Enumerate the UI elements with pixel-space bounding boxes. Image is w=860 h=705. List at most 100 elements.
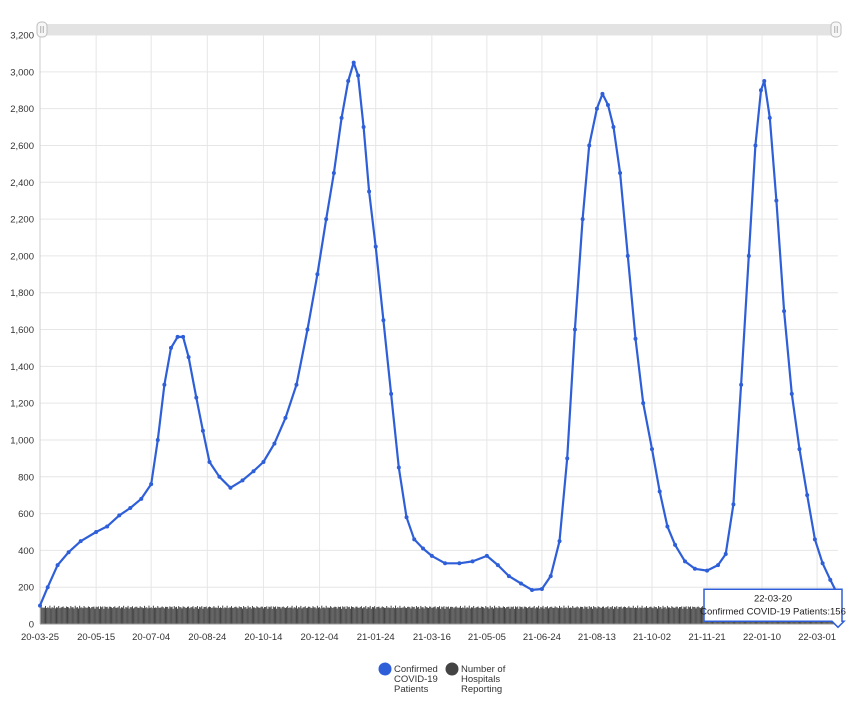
- range-scrollbar[interactable]: [36, 21, 842, 38]
- patients-point[interactable]: [673, 542, 678, 547]
- patients-point[interactable]: [217, 474, 222, 479]
- patients-point[interactable]: [657, 489, 662, 494]
- patients-point[interactable]: [812, 537, 817, 542]
- patients-point[interactable]: [228, 485, 233, 490]
- patients-point[interactable]: [705, 568, 710, 573]
- patients-point[interactable]: [641, 401, 646, 406]
- patients-point[interactable]: [457, 561, 462, 566]
- patients-point[interactable]: [443, 561, 448, 566]
- patients-point[interactable]: [557, 539, 562, 544]
- patients-point[interactable]: [45, 585, 50, 590]
- patients-point[interactable]: [587, 143, 592, 148]
- patients-point[interactable]: [117, 513, 122, 518]
- patients-point[interactable]: [346, 79, 351, 84]
- patients-point[interactable]: [565, 456, 570, 461]
- patients-point[interactable]: [361, 125, 366, 130]
- patients-point[interactable]: [797, 447, 802, 452]
- patients-point[interactable]: [294, 382, 299, 387]
- patients-point[interactable]: [600, 91, 605, 96]
- patients-point[interactable]: [339, 115, 344, 120]
- patients-point[interactable]: [820, 561, 825, 566]
- patients-point[interactable]: [484, 553, 489, 558]
- patients-point[interactable]: [731, 502, 736, 507]
- patients-point[interactable]: [594, 106, 599, 111]
- patients-point[interactable]: [762, 79, 767, 84]
- patients-point[interactable]: [580, 217, 585, 222]
- patients-point[interactable]: [495, 563, 500, 568]
- patients-point[interactable]: [261, 460, 266, 465]
- patients-point[interactable]: [539, 587, 544, 592]
- patients-point[interactable]: [649, 447, 654, 452]
- patients-point[interactable]: [181, 334, 186, 339]
- patients-point[interactable]: [519, 581, 524, 586]
- patients-point[interactable]: [272, 441, 277, 446]
- patients-point[interactable]: [618, 171, 623, 176]
- patients-point[interactable]: [200, 428, 205, 433]
- patients-point[interactable]: [149, 482, 154, 487]
- patients-point[interactable]: [162, 382, 167, 387]
- patients-point[interactable]: [305, 327, 310, 332]
- patients-point[interactable]: [389, 391, 394, 396]
- patients-point[interactable]: [753, 143, 758, 148]
- patients-point[interactable]: [396, 465, 401, 470]
- patients-point[interactable]: [548, 574, 553, 579]
- patients-point[interactable]: [139, 496, 144, 501]
- patients-point[interactable]: [283, 415, 288, 420]
- patients-point[interactable]: [175, 334, 180, 339]
- patients-point[interactable]: [625, 253, 630, 258]
- patients-point[interactable]: [506, 574, 511, 579]
- patients-point[interactable]: [367, 189, 372, 194]
- patients-point[interactable]: [665, 524, 670, 529]
- patients-point[interactable]: [789, 391, 794, 396]
- patients-point[interactable]: [530, 587, 535, 592]
- scrollbar-grip[interactable]: [830, 21, 842, 38]
- patients-point[interactable]: [421, 546, 426, 551]
- patients-point[interactable]: [633, 336, 638, 341]
- patients-point[interactable]: [240, 478, 245, 483]
- patients-point[interactable]: [723, 552, 728, 557]
- patients-point[interactable]: [315, 272, 320, 277]
- patients-point[interactable]: [404, 515, 409, 520]
- patients-point[interactable]: [429, 553, 434, 558]
- patients-point[interactable]: [105, 524, 110, 529]
- patients-point[interactable]: [412, 537, 417, 542]
- patients-point[interactable]: [94, 529, 99, 534]
- patients-point[interactable]: [381, 318, 386, 323]
- patients-point[interactable]: [207, 460, 212, 465]
- patients-point[interactable]: [716, 563, 721, 568]
- patients-point[interactable]: [155, 437, 160, 442]
- patients-point[interactable]: [194, 395, 199, 400]
- scrollbar-grip[interactable]: [36, 21, 48, 38]
- patients-point[interactable]: [55, 563, 60, 568]
- scrollbar-track[interactable]: [42, 24, 836, 35]
- patients-point[interactable]: [38, 603, 42, 608]
- patients-point[interactable]: [611, 125, 616, 130]
- patients-point[interactable]: [331, 171, 336, 176]
- patients-point[interactable]: [572, 327, 577, 332]
- patients-point[interactable]: [324, 217, 329, 222]
- patients-point[interactable]: [470, 559, 475, 564]
- patients-point[interactable]: [373, 244, 378, 249]
- patients-point[interactable]: [774, 198, 779, 203]
- patients-point[interactable]: [692, 566, 697, 571]
- patients-point[interactable]: [746, 253, 751, 258]
- patients-point[interactable]: [767, 115, 772, 120]
- patients-point[interactable]: [351, 60, 356, 65]
- patients-point[interactable]: [356, 73, 361, 78]
- patients-point[interactable]: [78, 539, 83, 544]
- patients-point[interactable]: [168, 345, 173, 350]
- patients-point[interactable]: [758, 88, 763, 93]
- patients-point[interactable]: [66, 550, 71, 555]
- patients-point[interactable]: [828, 577, 833, 582]
- patients-point[interactable]: [683, 559, 688, 564]
- patients-point[interactable]: [605, 102, 610, 107]
- patients-point[interactable]: [186, 355, 191, 360]
- patients-point[interactable]: [805, 493, 810, 498]
- patients-point[interactable]: [128, 506, 133, 511]
- patients-point[interactable]: [251, 469, 256, 474]
- patients-point[interactable]: [739, 382, 744, 387]
- patients-point[interactable]: [782, 309, 787, 314]
